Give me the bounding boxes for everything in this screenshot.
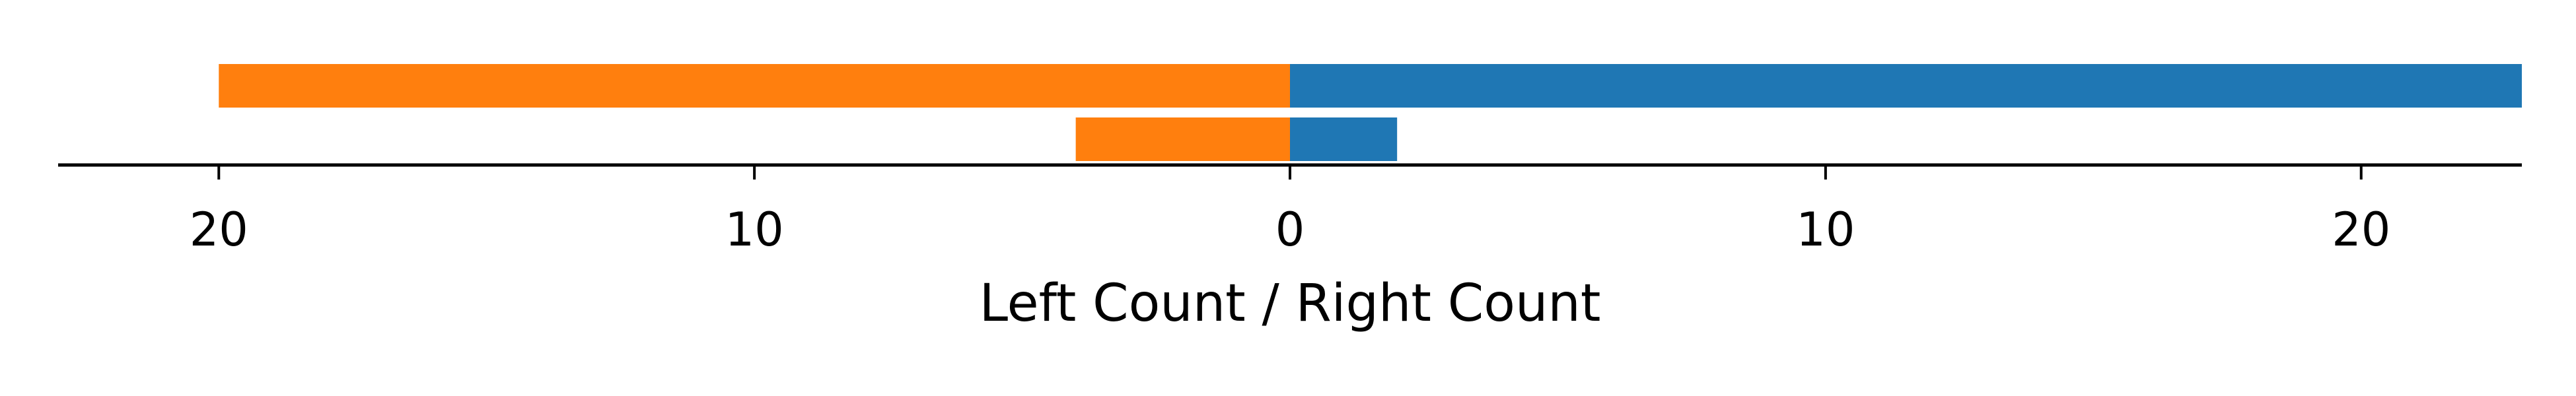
x-tick-label: 10: [725, 203, 784, 257]
bars-layer: [219, 64, 2522, 161]
x-tick-label: 20: [2332, 203, 2390, 257]
bar-right-row-1: [1290, 64, 2522, 108]
bar-left-row-2: [1075, 117, 1290, 161]
bar-right-row-2: [1290, 117, 1398, 161]
x-tick-label: 20: [190, 203, 248, 257]
bar-left-row-1: [219, 64, 1290, 108]
x-axis-label: Left Count / Right Count: [980, 274, 1601, 333]
x-tick-label: 10: [1796, 203, 1855, 257]
x-ticks: 20 10 0 10 20: [190, 165, 2390, 257]
x-tick-label: 0: [1275, 203, 1305, 257]
